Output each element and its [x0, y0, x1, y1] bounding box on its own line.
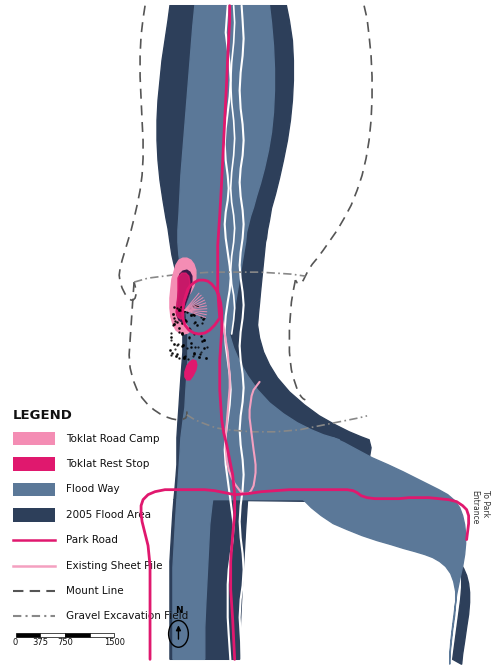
- Polygon shape: [173, 480, 216, 659]
- Polygon shape: [176, 273, 190, 319]
- Text: Flood Way: Flood Way: [66, 484, 120, 494]
- Text: LEGEND: LEGEND: [13, 409, 73, 422]
- Text: Toklat Rest Stop: Toklat Rest Stop: [66, 459, 149, 469]
- Polygon shape: [177, 270, 192, 322]
- Text: Existing Sheet Pile: Existing Sheet Pile: [66, 561, 162, 571]
- FancyBboxPatch shape: [13, 508, 55, 521]
- Polygon shape: [185, 360, 197, 380]
- Polygon shape: [333, 502, 470, 665]
- FancyBboxPatch shape: [65, 632, 90, 636]
- Polygon shape: [177, 5, 341, 500]
- FancyBboxPatch shape: [13, 458, 55, 471]
- FancyBboxPatch shape: [40, 632, 65, 636]
- Text: 375: 375: [32, 638, 48, 647]
- FancyBboxPatch shape: [15, 632, 40, 636]
- FancyBboxPatch shape: [13, 432, 55, 446]
- FancyBboxPatch shape: [90, 632, 114, 636]
- Text: 2005 Flood Area: 2005 Flood Area: [66, 510, 151, 520]
- Text: 750: 750: [57, 638, 73, 647]
- Text: Gravel Excavation Field: Gravel Excavation Field: [66, 612, 188, 622]
- Text: N: N: [175, 606, 182, 615]
- Text: Mount Line: Mount Line: [66, 586, 124, 596]
- Text: Park Road: Park Road: [66, 535, 118, 545]
- Text: To Park
Entrance: To Park Entrance: [471, 490, 490, 525]
- Polygon shape: [170, 490, 248, 659]
- FancyBboxPatch shape: [13, 483, 55, 496]
- Text: 0: 0: [13, 638, 18, 647]
- Polygon shape: [170, 258, 196, 334]
- Text: 1500: 1500: [104, 638, 125, 647]
- Text: Toklat Road Camp: Toklat Road Camp: [66, 433, 159, 444]
- Polygon shape: [304, 438, 466, 665]
- Polygon shape: [157, 5, 371, 502]
